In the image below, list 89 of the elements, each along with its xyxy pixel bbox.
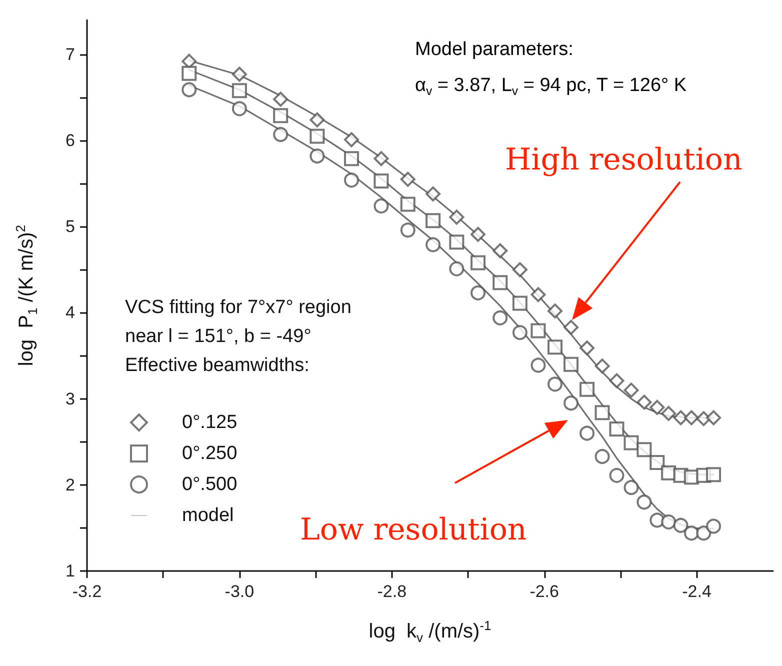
legend-label: 0°.500 bbox=[182, 474, 238, 495]
point bbox=[310, 112, 325, 128]
point bbox=[650, 400, 665, 415]
y-tick-label: 2 bbox=[66, 475, 75, 494]
point bbox=[636, 442, 652, 458]
point bbox=[706, 518, 722, 534]
point bbox=[182, 66, 197, 81]
point bbox=[564, 396, 579, 411]
y-tick-label: 7 bbox=[66, 44, 75, 64]
point bbox=[512, 262, 528, 278]
point bbox=[706, 467, 722, 482]
x-tick-label: -2.6 bbox=[530, 582, 559, 601]
point bbox=[449, 210, 464, 225]
y-tick-label: 3 bbox=[66, 389, 75, 408]
legend-title: VCS fitting for 7°x7° region near l = 151°, b = -49° Effective beamwidths: bbox=[125, 297, 352, 376]
point bbox=[512, 325, 528, 340]
point bbox=[374, 198, 389, 214]
point bbox=[374, 151, 389, 166]
point bbox=[548, 340, 563, 355]
point bbox=[684, 526, 699, 541]
x-tick-label: -2.8 bbox=[377, 582, 407, 601]
point bbox=[344, 151, 359, 166]
point bbox=[310, 148, 325, 164]
point bbox=[580, 340, 595, 356]
point bbox=[684, 410, 699, 426]
point bbox=[426, 186, 441, 202]
point bbox=[609, 421, 624, 436]
point bbox=[636, 494, 652, 510]
point bbox=[273, 92, 288, 107]
point bbox=[310, 128, 325, 144]
point bbox=[594, 405, 610, 420]
point bbox=[470, 255, 486, 270]
point bbox=[609, 468, 624, 483]
point bbox=[273, 127, 288, 142]
point bbox=[530, 323, 546, 338]
annotation: Low resolution bbox=[300, 512, 527, 548]
y-tick-label: 1 bbox=[66, 562, 75, 580]
point bbox=[706, 410, 722, 426]
point bbox=[344, 132, 359, 148]
point bbox=[564, 356, 579, 372]
point bbox=[374, 173, 389, 188]
point bbox=[470, 285, 486, 300]
point bbox=[673, 518, 688, 533]
legend-label: 0°.250 bbox=[182, 443, 238, 464]
x-tick-label: -2.4 bbox=[682, 582, 712, 601]
point bbox=[548, 303, 563, 318]
point bbox=[580, 382, 595, 397]
point bbox=[232, 83, 247, 98]
legend-label: 0°.125 bbox=[182, 412, 238, 433]
point bbox=[548, 376, 563, 392]
point bbox=[580, 426, 595, 441]
point bbox=[696, 526, 712, 541]
point bbox=[661, 514, 676, 530]
point bbox=[624, 480, 639, 495]
point bbox=[400, 196, 416, 212]
point bbox=[400, 222, 416, 238]
point bbox=[426, 237, 441, 252]
point bbox=[449, 234, 464, 250]
point bbox=[344, 172, 359, 188]
point bbox=[400, 172, 416, 187]
point bbox=[449, 261, 464, 276]
point bbox=[182, 54, 197, 69]
annotation: Model parameters: bbox=[415, 39, 574, 60]
point bbox=[232, 101, 247, 116]
point bbox=[594, 358, 610, 374]
point bbox=[492, 275, 508, 290]
point bbox=[470, 226, 486, 242]
x-tick-label: -3.2 bbox=[72, 582, 102, 601]
point bbox=[530, 358, 546, 373]
y-tick-label: 4 bbox=[66, 303, 75, 322]
point bbox=[661, 406, 676, 421]
point bbox=[624, 435, 639, 450]
point bbox=[232, 66, 247, 82]
point bbox=[426, 213, 441, 228]
point bbox=[273, 108, 288, 124]
point bbox=[182, 82, 197, 98]
point bbox=[492, 310, 508, 326]
y-tick-label: 5 bbox=[66, 217, 75, 236]
y-axis-title: log P1 /(K m/s)2 bbox=[13, 224, 40, 366]
legend-label: model bbox=[182, 505, 234, 526]
point bbox=[512, 296, 528, 311]
point bbox=[492, 243, 508, 258]
x-tick-label: -3.0 bbox=[224, 582, 254, 601]
point bbox=[650, 455, 665, 470]
point bbox=[594, 449, 610, 464]
y-tick-label: 6 bbox=[66, 131, 75, 150]
point bbox=[624, 382, 639, 398]
annotation: High resolution bbox=[505, 142, 742, 178]
point bbox=[530, 287, 546, 302]
